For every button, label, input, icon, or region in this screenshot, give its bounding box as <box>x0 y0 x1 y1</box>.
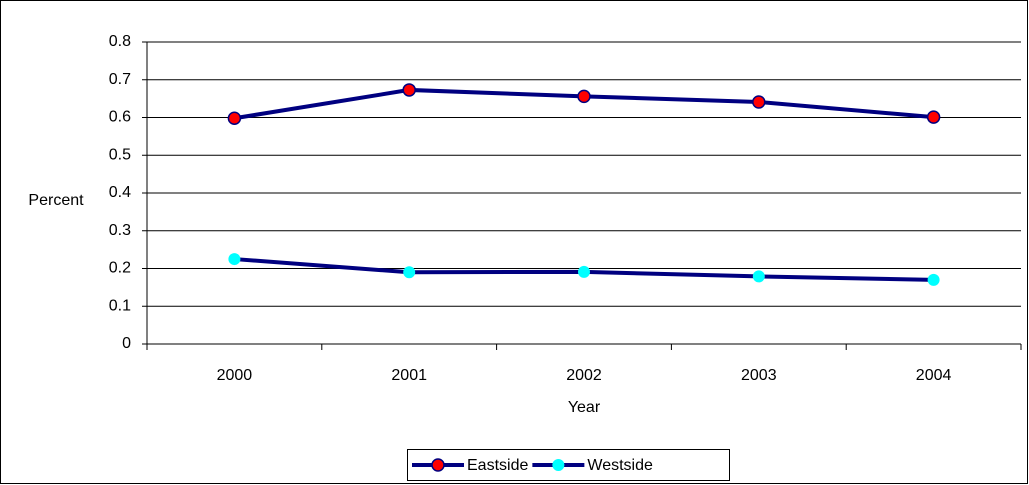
marker <box>578 265 590 278</box>
y-tick-label: 0.6 <box>109 109 131 126</box>
legend-label: Westside <box>587 457 653 474</box>
x-axis-label: Year <box>568 399 601 416</box>
y-tick-label: 0 <box>122 335 131 352</box>
legend-marker <box>431 458 445 472</box>
legend-label: Eastside <box>467 457 528 474</box>
marker <box>577 89 591 104</box>
marker <box>403 266 416 279</box>
x-tick-label: 2000 <box>217 367 253 384</box>
marker <box>752 270 765 283</box>
x-tick-label: 2004 <box>916 367 952 384</box>
legend-marker <box>552 459 565 471</box>
marker <box>752 95 766 109</box>
y-axis-label: Percent <box>28 192 84 209</box>
marker <box>227 111 242 126</box>
x-tick-label: 2001 <box>391 367 427 384</box>
marker <box>926 110 941 124</box>
y-tick-label: 0.4 <box>109 184 131 201</box>
marker <box>402 83 416 97</box>
marker <box>927 273 940 286</box>
y-tick-label: 0.1 <box>109 297 131 314</box>
y-tick-label: 0.2 <box>109 260 131 277</box>
y-tick-label: 0.5 <box>109 146 131 163</box>
y-tick-label: 0.8 <box>109 33 131 50</box>
y-tick-label: 0.3 <box>109 222 131 239</box>
x-tick-label: 2002 <box>566 367 602 384</box>
marker <box>228 253 241 266</box>
x-tick-label: 2003 <box>741 367 777 384</box>
y-tick-label: 0.7 <box>109 71 131 88</box>
